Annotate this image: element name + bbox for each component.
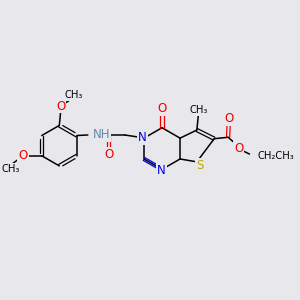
Text: O: O bbox=[234, 142, 243, 155]
Text: NH: NH bbox=[93, 128, 110, 142]
Text: CH₂CH₃: CH₂CH₃ bbox=[258, 152, 294, 161]
Text: N: N bbox=[138, 131, 147, 144]
Text: O: O bbox=[104, 148, 113, 161]
Text: CH₃: CH₃ bbox=[2, 164, 20, 174]
Text: CH₃: CH₃ bbox=[190, 105, 208, 116]
Text: S: S bbox=[196, 159, 203, 172]
Text: O: O bbox=[18, 149, 28, 162]
Text: O: O bbox=[56, 100, 65, 112]
Text: O: O bbox=[224, 112, 233, 125]
Text: CH₃: CH₃ bbox=[64, 90, 83, 100]
Text: N: N bbox=[157, 164, 166, 177]
Text: O: O bbox=[158, 102, 166, 115]
